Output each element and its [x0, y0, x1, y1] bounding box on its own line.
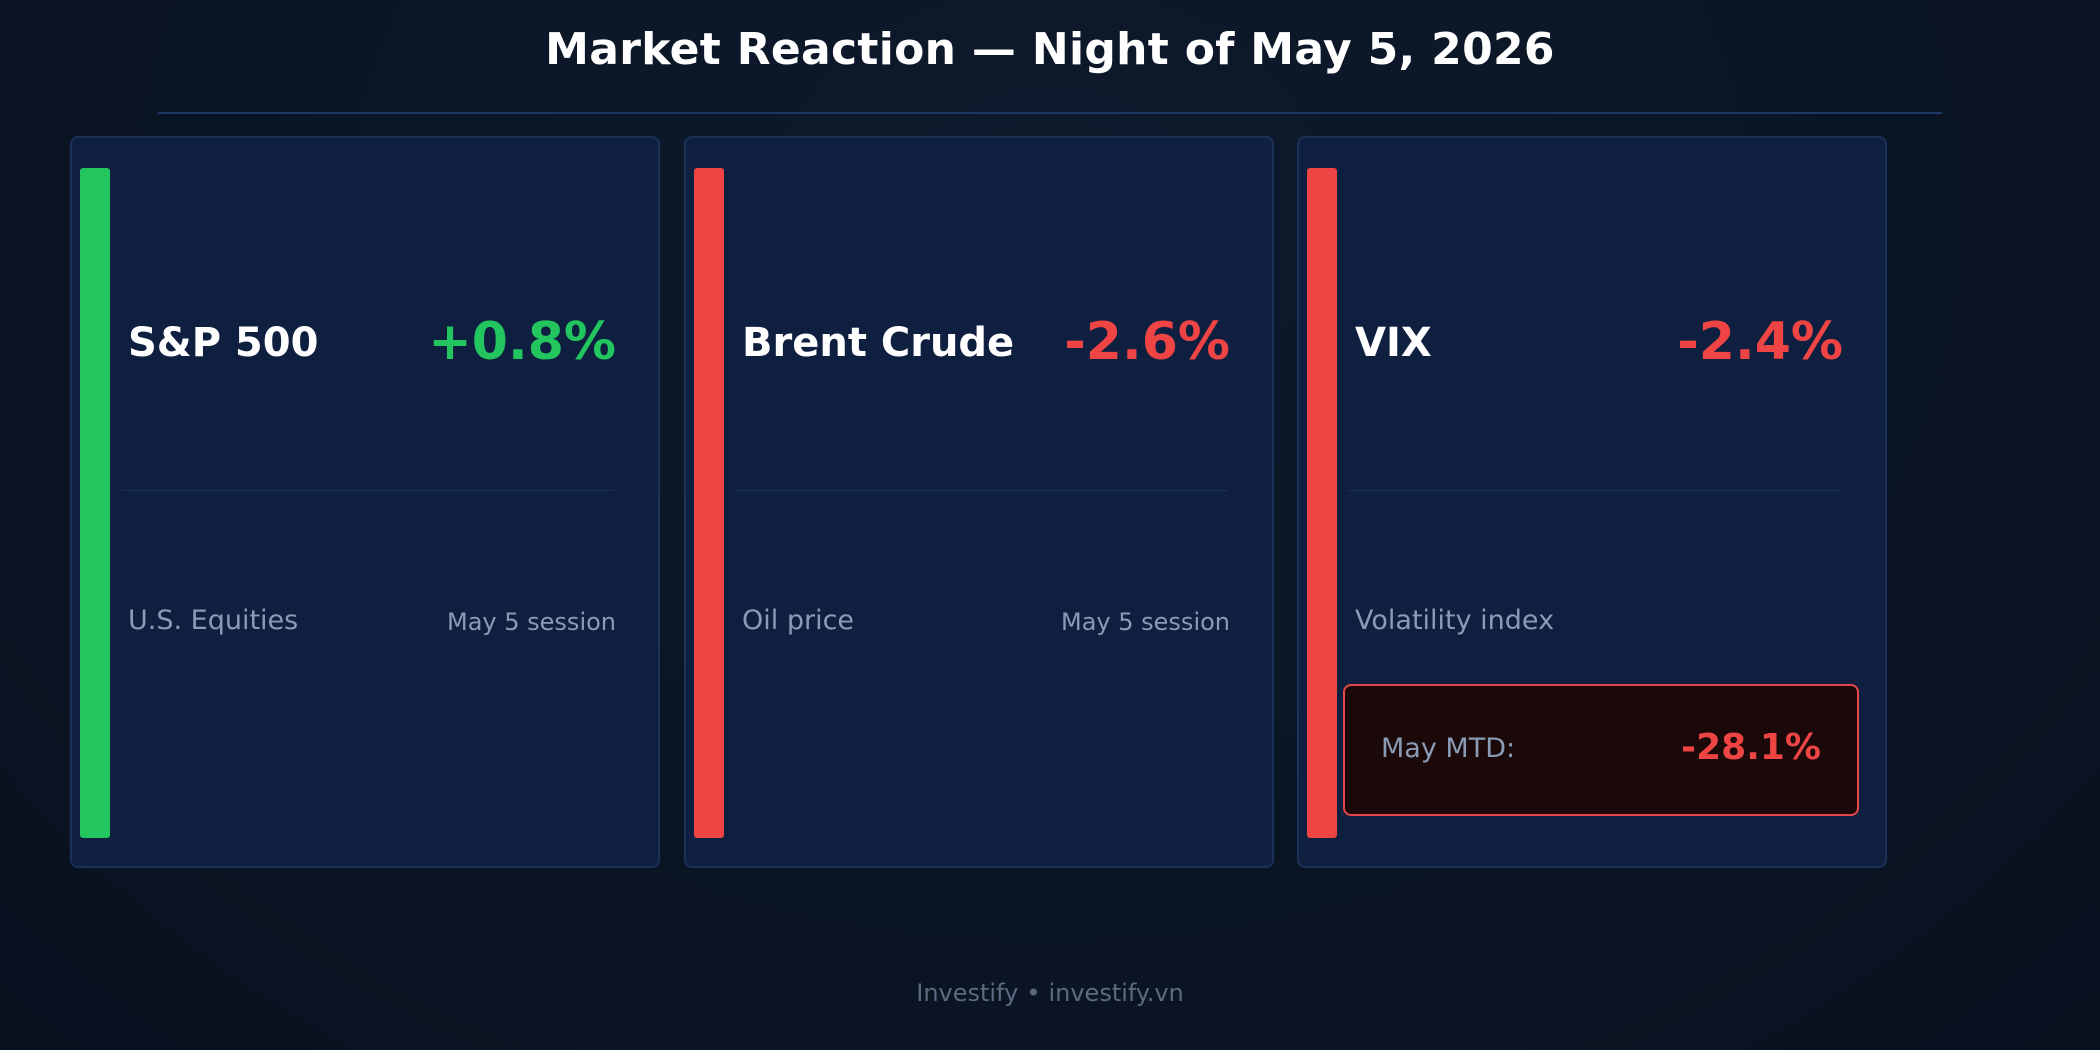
card-divider [1349, 490, 1841, 491]
footer-brand: Investify [916, 979, 1019, 1007]
trend-accent-bar [694, 168, 724, 838]
trend-accent-bar [80, 168, 110, 838]
page-title: Market Reaction — Night of May 5, 2026 [545, 24, 1555, 75]
percent-change: -2.4% [1677, 312, 1843, 372]
mtd-label: May MTD: [1381, 733, 1516, 764]
footer-separator: • [1026, 979, 1041, 1007]
market-card-brent-crude: Brent Crude -2.6% Oil price May 5 sessio… [684, 136, 1274, 868]
percent-change: -2.6% [1064, 312, 1230, 372]
market-card-sp500: S&P 500 +0.8% U.S. Equities May 5 sessio… [70, 136, 660, 868]
footer: Investify • investify.vn [0, 978, 2100, 1008]
trend-accent-bar [1307, 168, 1337, 838]
footer-url: investify.vn [1048, 979, 1184, 1007]
asset-name: S&P 500 [128, 320, 319, 366]
card-divider [122, 490, 614, 491]
asset-category: U.S. Equities [128, 605, 299, 636]
market-card-vix: VIX -2.4% Volatility index May MTD: -28.… [1297, 136, 1887, 868]
mtd-value: -28.1% [1681, 727, 1821, 768]
session-label: May 5 session [1061, 608, 1230, 636]
month-to-date-box: May MTD: -28.1% [1343, 684, 1859, 816]
session-label: May 5 session [447, 608, 616, 636]
asset-category: Volatility index [1355, 605, 1555, 636]
percent-change: +0.8% [428, 312, 616, 372]
asset-category: Oil price [742, 605, 855, 636]
asset-name: Brent Crude [742, 320, 1015, 366]
asset-name: VIX [1355, 320, 1432, 366]
card-divider [736, 490, 1228, 491]
title-divider [158, 112, 1942, 114]
